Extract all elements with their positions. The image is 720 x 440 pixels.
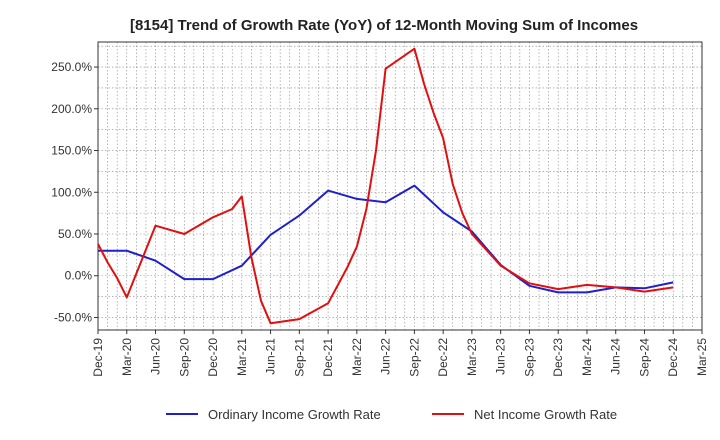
legend: Ordinary Income Growth Rate Net Income Gr… <box>166 407 617 422</box>
x-tick-label: Dec-20 <box>206 338 220 377</box>
y-tick-label: -50.0% <box>54 310 92 324</box>
chart-title: [8154] Trend of Growth Rate (YoY) of 12-… <box>130 17 638 34</box>
y-tick-label: 250.0% <box>51 60 92 74</box>
x-tick-label: Dec-21 <box>321 338 335 377</box>
series-line-1 <box>97 47 674 325</box>
x-tick-label: Dec-23 <box>551 338 565 377</box>
y-tick-label: 150.0% <box>51 144 92 158</box>
y-tick-label: 0.0% <box>65 269 93 283</box>
x-tick-label: Sep-21 <box>292 338 306 377</box>
y-tick-label: 100.0% <box>51 185 92 199</box>
series-line-0 <box>98 184 674 294</box>
x-tick-label: Mar-21 <box>235 338 249 376</box>
x-tick-label: Jun-22 <box>379 338 393 375</box>
x-tick-label: Mar-22 <box>350 338 364 376</box>
legend-label-0: Ordinary Income Growth Rate <box>208 407 381 422</box>
axis-layer: -50.0% 0.0% 50.0% 100.0% 150.0% 200.0% 250.0% D… <box>51 41 709 377</box>
x-tick-label: Sep-23 <box>522 338 536 377</box>
x-tick-label: Sep-20 <box>177 338 191 377</box>
x-tick-label: Sep-24 <box>637 338 651 377</box>
x-tick-label: Jun-20 <box>149 338 163 375</box>
grid-layer <box>98 42 702 330</box>
y-tick-label: 200.0% <box>51 102 92 116</box>
x-tick-label: Jun-24 <box>609 338 623 375</box>
x-tick-label: Mar-20 <box>120 338 134 376</box>
x-tick-label: Mar-23 <box>465 338 479 376</box>
y-tick-label: 50.0% <box>58 227 92 241</box>
x-tick-label: Mar-24 <box>580 338 594 376</box>
x-tick-label: Mar-25 <box>695 338 709 376</box>
x-tick-label: Jun-21 <box>264 338 278 375</box>
legend-label-1: Net Income Growth Rate <box>474 407 617 422</box>
x-tick-label: Dec-19 <box>91 338 105 377</box>
plot-frame <box>97 41 703 331</box>
x-tick-label: Dec-22 <box>436 338 450 377</box>
x-tick-label: Jun-23 <box>494 338 508 375</box>
series-layer <box>97 47 674 325</box>
x-tick-label: Dec-24 <box>666 338 680 377</box>
x-tick-label: Sep-22 <box>407 338 421 377</box>
